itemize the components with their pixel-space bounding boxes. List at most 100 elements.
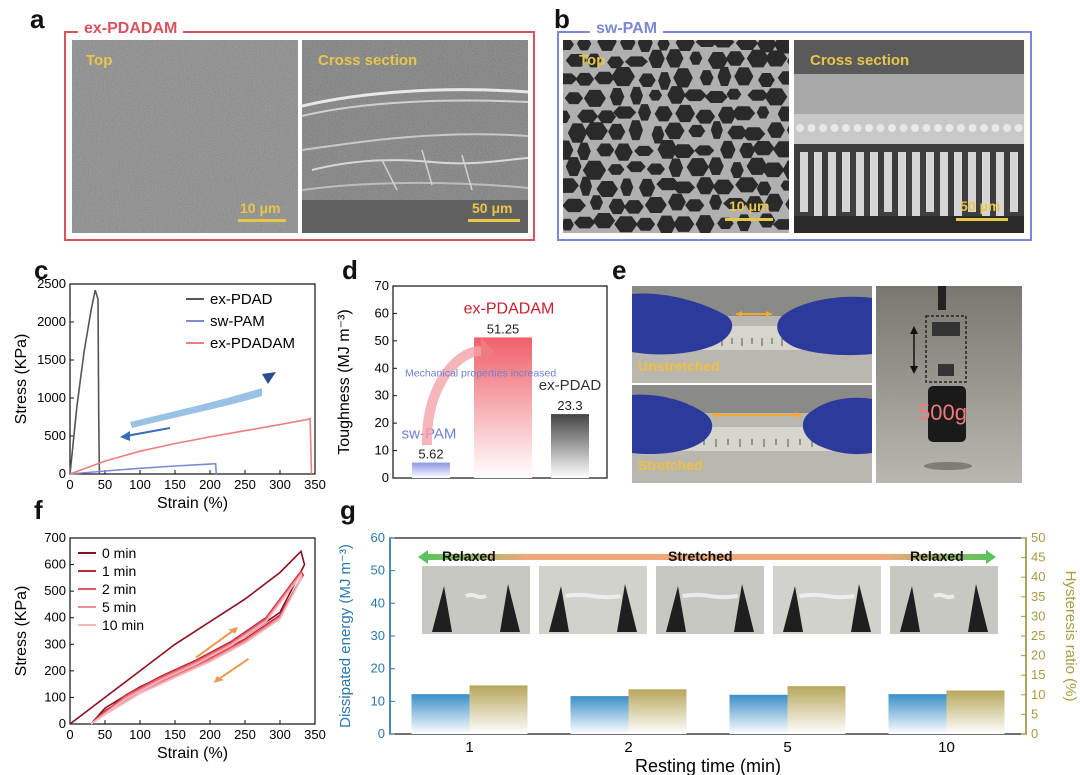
relax-stretch-bar: [418, 548, 996, 566]
stretch-photo-4: [773, 566, 881, 634]
g-ytick-label: 40: [371, 595, 385, 610]
scale-bar-top-a: [238, 219, 286, 222]
g-ytick-label: 60: [371, 530, 385, 545]
g-bar-dissipated-1: [411, 694, 470, 734]
panel-label-f: f: [34, 495, 43, 525]
g-bar-dissipated-5: [729, 694, 788, 734]
c-ytick-label: 1000: [37, 390, 66, 405]
panel-label-g: g: [340, 495, 356, 525]
d-ytick-label: 60: [375, 305, 389, 320]
stretch-photo-2: [539, 566, 647, 634]
g-ytick-label: 20: [371, 661, 385, 676]
d-ytick-label: 70: [375, 278, 389, 293]
g-xtick-label: 10: [938, 739, 955, 756]
f-unload-arrow-icon: [216, 658, 250, 681]
g-y2tick-label: 15: [1031, 667, 1045, 682]
c-ytick-label: 2500: [37, 276, 66, 291]
g-y2label: Hysteresis ratio (%): [1062, 571, 1079, 702]
c-arrow-back-icon: [125, 427, 171, 437]
photo-stretched: Stretched: [632, 385, 872, 483]
c-xtick-label: 0: [66, 477, 73, 492]
f-ytick-label: 0: [59, 716, 66, 731]
label-top-a: Top: [86, 52, 113, 69]
g-y2tick-label: 5: [1031, 706, 1038, 721]
f-xtick-label: 200: [199, 727, 221, 742]
d-annotation: Mechanical properties increased: [405, 368, 556, 380]
photo-weight-hanging: 500g: [876, 286, 1022, 483]
f-legend-label: 10 min: [102, 617, 144, 633]
chart-f-cyclic-loading: 0 50 100 150 200 250 300 350 0 100 200 300 400 500 600…: [13, 530, 326, 762]
label-cross-a: Cross section: [318, 52, 418, 69]
d-category-label: ex-PDADAM: [464, 300, 555, 317]
c-ylabel: Stress (KPa): [13, 334, 30, 425]
g-ylabel: Dissipated energy (MJ m⁻³): [337, 544, 354, 728]
stretch-photo-1: [422, 566, 530, 634]
stretched-label: Stretched: [668, 548, 733, 564]
chart-c-stress-strain: 0 50 100 150 200 250 300 350 0 500 1000 1500 2000 250…: [13, 276, 326, 512]
d-increase-arrowhead-icon: [481, 338, 495, 366]
scale-text-top-a: 10 μm: [240, 200, 281, 216]
c-ytick-label: 0: [59, 466, 66, 481]
f-xlabel: Strain (%): [157, 745, 228, 762]
stretch-photo-5: [890, 566, 998, 634]
f-ytick-label: 500: [44, 583, 66, 598]
relaxed-left-label: Relaxed: [442, 548, 496, 564]
c-series-line-ex-PDAD: [69, 289, 101, 475]
d-bar-sw-PAM: [412, 462, 450, 478]
d-ytick-label: 20: [375, 415, 389, 430]
d-ytick-label: 40: [375, 360, 389, 375]
c-xtick-label: 200: [199, 477, 221, 492]
g-bar-hysteresis-5: [787, 686, 846, 734]
c-legend-label: sw-PAM: [210, 313, 265, 330]
scale-bar-cross-a: [468, 219, 520, 222]
f-xtick-label: 250: [234, 727, 256, 742]
c-series-line-ex-PDADAM: [69, 417, 313, 475]
g-ytick-label: 30: [371, 628, 385, 643]
f-series-line-10 min: [90, 572, 302, 725]
f-ytick-label: 700: [44, 530, 66, 545]
stretch-photo-3: [656, 566, 764, 634]
g-y2tick-label: 40: [1031, 569, 1045, 584]
f-load-arrow-icon: [195, 628, 236, 659]
g-xlabel: Resting time (min): [635, 756, 781, 775]
f-ytick-label: 100: [44, 689, 66, 704]
d-increase-arrow-icon: [421, 346, 485, 446]
frame-title-ex-pdadam: ex-PDADAM: [78, 20, 184, 38]
f-plot-frame: [69, 537, 316, 725]
scale-text-top-b: 10 μm: [729, 198, 770, 214]
c-xtick-label: 100: [129, 477, 151, 492]
f-xtick-label: 50: [98, 727, 112, 742]
c-xtick-label: 250: [234, 477, 256, 492]
d-value-label: 51.25: [487, 321, 520, 336]
chart-g-resting-time: 010203040506005101520253035404550Dissipa…: [337, 530, 1079, 775]
g-y2tick-label: 50: [1031, 530, 1045, 545]
scale-bar-cross-b: [956, 218, 1008, 221]
label-cross-b: Cross section: [810, 52, 910, 69]
g-bar-hysteresis-1: [469, 685, 528, 734]
f-ylabel: Stress (KPa): [13, 586, 30, 677]
g-y2tick-label: 35: [1031, 589, 1045, 604]
panel-label-b: b: [554, 4, 570, 34]
f-unload-arrowhead-icon: [213, 676, 224, 683]
g-bar-dissipated-2: [570, 696, 629, 734]
panel-label-d: d: [342, 255, 358, 285]
relaxed-right-label: Relaxed: [910, 548, 964, 564]
f-xtick-label: 150: [164, 727, 186, 742]
g-y2tick-label: 45: [1031, 550, 1045, 565]
f-ytick-label: 600: [44, 557, 66, 572]
scale-bar-top-b: [725, 218, 773, 221]
sem-cross-ex-pdadam: Cross section 50 μm: [302, 40, 528, 233]
c-ytick-label: 2000: [37, 314, 66, 329]
f-xtick-label: 350: [304, 727, 326, 742]
panel-label-c: c: [34, 255, 49, 285]
d-ylabel: Toughness (MJ m⁻³): [336, 309, 353, 454]
sem-cross-sw-pam: Cross section 50 μm: [794, 40, 1024, 233]
caption-stretched: Stretched: [638, 457, 703, 473]
c-ytick-label: 500: [44, 428, 66, 443]
g-y2tick-label: 25: [1031, 628, 1045, 643]
c-xtick-label: 300: [269, 477, 291, 492]
g-xtick-label: 1: [465, 739, 473, 756]
g-xtick-label: 5: [783, 739, 791, 756]
c-legend-label: ex-PDADAM: [210, 335, 295, 352]
c-series-line-sw-PAM: [69, 462, 218, 475]
